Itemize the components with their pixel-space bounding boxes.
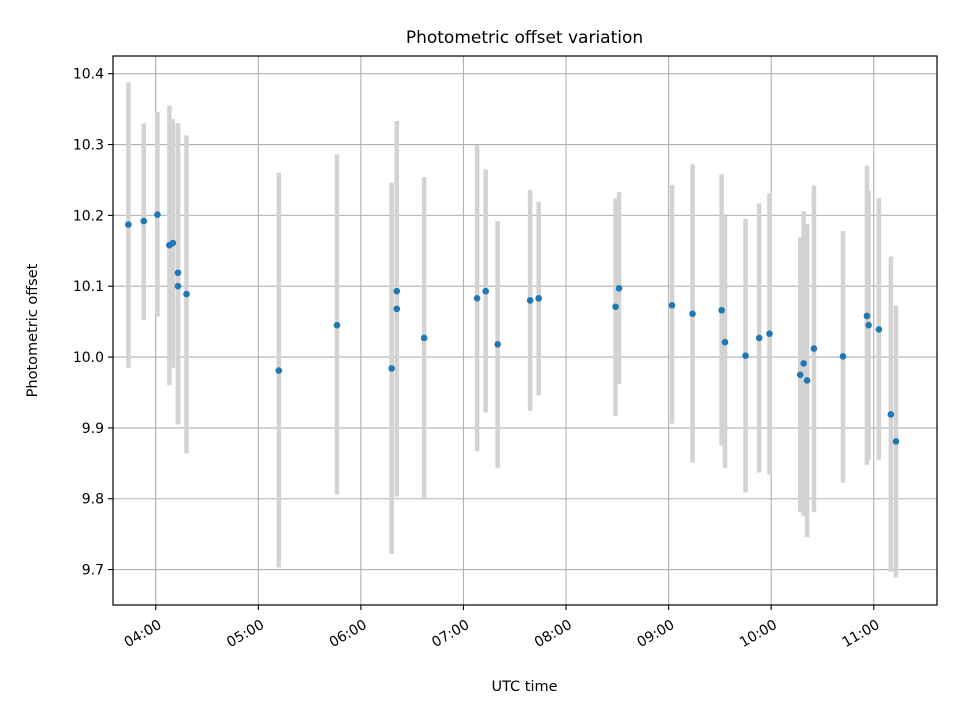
data-point xyxy=(535,294,542,302)
y-axis-ticks: 9.7 9.8 9.9 10.0 10.1 10.2 10.3 10.4 xyxy=(73,67,113,579)
y-tick-label: 10.4 xyxy=(73,67,104,83)
data-point xyxy=(796,371,804,379)
data-point xyxy=(887,411,895,418)
data-point xyxy=(689,310,696,318)
y-tick-label: 10.0 xyxy=(73,350,104,366)
data-points xyxy=(125,211,900,445)
data-point xyxy=(863,312,871,320)
data-point xyxy=(333,321,341,329)
y-tick-label: 10.1 xyxy=(73,279,104,295)
chart-title: Photometric offset variation xyxy=(406,28,643,48)
data-point xyxy=(154,211,161,218)
data-point xyxy=(612,303,619,311)
data-point xyxy=(839,353,847,360)
plot-frame xyxy=(112,55,938,606)
y-tick-label: 9.7 xyxy=(82,563,104,579)
data-point xyxy=(473,294,481,302)
data-point xyxy=(865,321,872,329)
data-point xyxy=(810,345,818,352)
data-point xyxy=(875,326,883,333)
y-axis-label: Photometric offset xyxy=(25,263,41,397)
data-point xyxy=(718,307,725,314)
data-point xyxy=(125,221,132,228)
data-point xyxy=(615,285,623,292)
data-point xyxy=(755,334,763,342)
data-point xyxy=(668,302,676,309)
data-point xyxy=(183,290,190,298)
x-axis-label: UTC time xyxy=(491,679,557,695)
data-point xyxy=(275,367,283,374)
data-point xyxy=(393,305,401,313)
data-point xyxy=(800,360,807,367)
y-tick-label: 10.3 xyxy=(73,138,104,154)
data-point xyxy=(482,287,489,295)
data-point xyxy=(892,438,900,445)
data-point xyxy=(766,330,773,337)
data-point xyxy=(420,334,428,342)
y-tick-label: 9.9 xyxy=(82,421,104,437)
data-point xyxy=(169,239,177,247)
data-point xyxy=(174,282,182,290)
data-point xyxy=(140,217,148,225)
data-point xyxy=(803,377,811,384)
data-point xyxy=(174,269,182,277)
data-point xyxy=(721,338,729,346)
y-tick-label: 10.2 xyxy=(73,208,104,224)
data-point xyxy=(742,352,749,359)
data-point xyxy=(526,297,534,304)
y-tick-label: 9.8 xyxy=(82,492,104,508)
data-point xyxy=(393,287,401,295)
data-point xyxy=(494,341,501,348)
data-point xyxy=(388,365,395,372)
